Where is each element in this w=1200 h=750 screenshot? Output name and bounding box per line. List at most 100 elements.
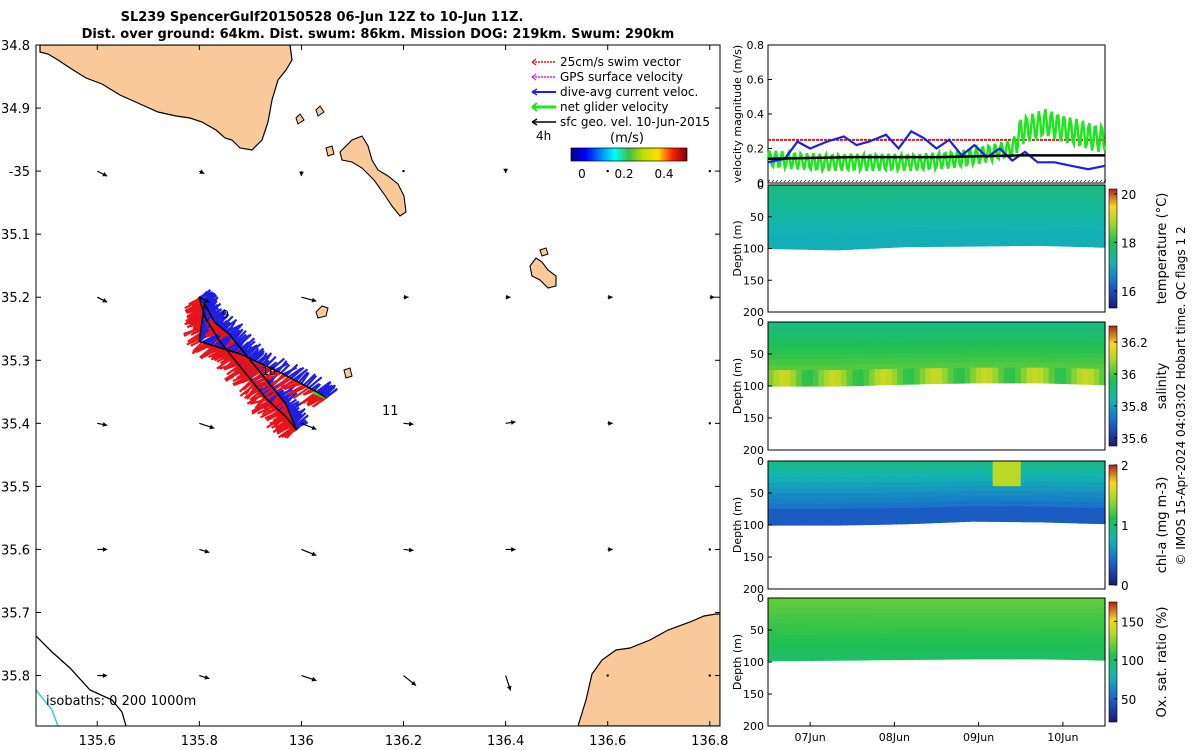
- oxygen-colorbar: [1108, 601, 1118, 723]
- chla-cell: [886, 471, 893, 478]
- salinity-cell: [857, 359, 865, 365]
- chla-cell: [812, 482, 820, 489]
- temperature-cell: [1054, 240, 1061, 247]
- oxygen-cell: [1026, 598, 1033, 604]
- oxygen-cell: [773, 624, 780, 630]
- oxygen-cell: [1060, 623, 1067, 630]
- temperature-cell: [925, 215, 932, 222]
- oxygen-cell: [846, 603, 853, 609]
- temperature-cell: [812, 217, 820, 224]
- chla-cell: [773, 487, 780, 494]
- temperature-cell: [801, 190, 808, 197]
- salinity-cell: [970, 322, 977, 328]
- oxygen-cell: [959, 628, 966, 635]
- oxygen-cell: [886, 618, 893, 625]
- salinity-cell: [936, 352, 943, 359]
- temperature-cell: [1003, 220, 1011, 227]
- temperature-cell: [970, 240, 977, 247]
- temperature-cell: [964, 240, 971, 247]
- oxygen-cell: [1060, 618, 1067, 625]
- chla-cell: [841, 482, 848, 489]
- salinity-cell: [796, 348, 803, 355]
- temperature-cell: [964, 200, 971, 206]
- temperature-cell: [1082, 190, 1089, 196]
- salinity-cell: [942, 322, 949, 328]
- chla-colorbar-label: chl-a (mg m-3): [1155, 477, 1170, 574]
- oxygen-cell: [869, 598, 876, 604]
- chla-y-tick-label: 50: [750, 487, 764, 500]
- temperature-cell: [1054, 230, 1061, 237]
- salinity-cell: [1060, 378, 1067, 384]
- island-small-6: [295, 113, 305, 125]
- chla-cell: [1060, 471, 1067, 477]
- temperature-cell: [987, 190, 994, 196]
- oxygen-cell: [987, 598, 994, 604]
- oxygen-cell: [801, 639, 808, 646]
- temperature-cell: [801, 243, 808, 250]
- salinity-cell: [841, 338, 848, 344]
- salinity-cell: [841, 364, 848, 371]
- chla-cell: [908, 518, 915, 525]
- chla-cell: [930, 471, 938, 477]
- oxygen-cell: [1082, 649, 1089, 656]
- chla-cell: [998, 501, 1005, 507]
- oxygen-cell: [908, 638, 915, 645]
- salinity-cell: [1099, 353, 1106, 360]
- oxygen-cell: [1099, 623, 1106, 630]
- salinity-cell: [981, 372, 988, 379]
- colorbar-tick-2: 0.4: [654, 167, 673, 181]
- oxygen-cell: [936, 643, 943, 650]
- geo-vector: [708, 674, 711, 677]
- salinity-cell: [1088, 347, 1095, 354]
- colorbar-tick-0: 0: [578, 167, 586, 181]
- salinity-cell: [1082, 322, 1089, 328]
- salinity-cell: [773, 348, 780, 355]
- salinity-cell: [1043, 342, 1050, 348]
- dive-avg-vector: [323, 384, 337, 398]
- oxygen-cell: [930, 643, 938, 650]
- chla-cell: [874, 508, 881, 515]
- temperature-cell: [1009, 190, 1016, 196]
- salinity-cell: [975, 377, 982, 384]
- oxygen-cell: [796, 644, 803, 651]
- temperature-cell: [1015, 200, 1022, 206]
- oxygen-cell: [998, 608, 1005, 614]
- temperature-cell: [1060, 190, 1067, 196]
- chla-cell: [841, 508, 848, 515]
- salinity-cell: [784, 322, 792, 328]
- temperature-cell: [812, 185, 820, 191]
- chla-cell: [914, 487, 921, 493]
- chla-cell: [1099, 513, 1106, 519]
- chla-cell: [874, 461, 881, 467]
- chla-cell: [869, 519, 876, 525]
- temperature-cell: [1026, 235, 1033, 241]
- temperature-cell: [970, 185, 977, 191]
- chla-cell: [846, 503, 853, 510]
- oxygen-cell: [841, 644, 848, 651]
- temperature-cell: [942, 185, 949, 191]
- salinity-cell: [1009, 367, 1016, 374]
- salinity-cell: [779, 370, 786, 376]
- salinity-cell: [768, 343, 775, 350]
- salinity-cell: [807, 375, 814, 382]
- chla-cell: [992, 516, 999, 522]
- salinity-cell: [981, 342, 988, 348]
- chla-cell: [998, 511, 1005, 517]
- oxygen-cell: [801, 613, 808, 620]
- oxygen-cell: [998, 618, 1005, 624]
- salinity-cell: [852, 322, 859, 328]
- temperature-cell: [768, 195, 775, 202]
- oxygen-cell: [1026, 613, 1033, 619]
- geo-vector: [96, 170, 108, 177]
- map-x-tick-label: 136.4: [487, 734, 524, 749]
- oxygen-cell: [807, 655, 814, 661]
- chla-cell: [981, 511, 988, 517]
- oxygen-cell: [857, 644, 865, 651]
- oxygen-cell: [891, 623, 898, 630]
- chla-cell: [818, 509, 825, 515]
- oxygen-cell: [1065, 598, 1072, 604]
- salinity-cell: [818, 364, 825, 371]
- salinity-cell: [1054, 378, 1061, 384]
